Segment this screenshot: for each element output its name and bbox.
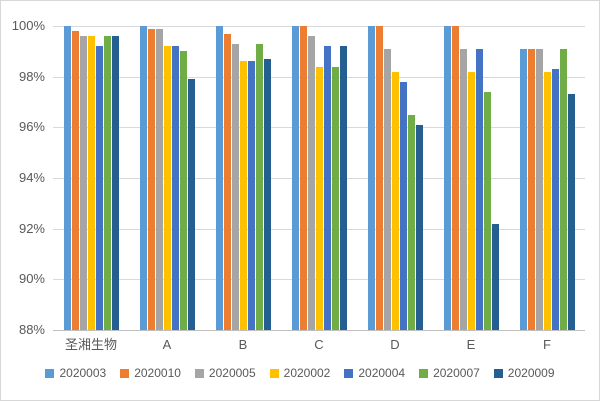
- bar-2020004-D: [399, 81, 407, 330]
- bar-2020007-D: [407, 114, 415, 330]
- x-category-label: 圣湘生物: [64, 337, 117, 352]
- legend-swatch-icon: [344, 368, 354, 378]
- bar-2020004-圣湘生物: [95, 46, 103, 330]
- legend-label: 2020002: [283, 366, 331, 380]
- bar-2020010-E: [451, 26, 459, 330]
- bar-2020010-圣湘生物: [71, 31, 79, 330]
- legend-label: 2020009: [507, 366, 555, 380]
- bar-group-2: [129, 26, 205, 330]
- bar-2020010-A: [147, 28, 155, 330]
- bar-2020005-C: [307, 36, 315, 330]
- bar-2020007-A: [179, 51, 187, 330]
- legend-item-2020009: 2020009: [493, 366, 555, 380]
- y-tick-label: 88%: [18, 322, 45, 337]
- bar-group-5: [357, 26, 433, 330]
- legend-item-2020004: 2020004: [344, 366, 405, 380]
- bar-groups: [53, 26, 585, 330]
- bar-2020003-C: [291, 26, 299, 330]
- bar-2020002-F: [543, 71, 551, 330]
- bar-2020010-C: [299, 26, 307, 330]
- y-tick-label: 98%: [18, 68, 45, 84]
- legend-swatch-icon: [120, 368, 130, 378]
- bar-2020005-F: [535, 48, 543, 330]
- bar-group-3: [205, 26, 281, 330]
- bar-2020009-B: [263, 58, 271, 330]
- bar-2020007-C: [331, 66, 339, 330]
- bar-2020002-A: [163, 46, 171, 330]
- bar-2020005-圣湘生物: [79, 36, 87, 330]
- legend-item-2020003: 2020003: [45, 366, 106, 380]
- bar-2020009-A: [187, 79, 195, 330]
- legend-item-2020002: 2020002: [269, 366, 331, 380]
- legend-item-2020005: 2020005: [194, 366, 256, 380]
- bar-2020003-B: [215, 26, 223, 330]
- y-tick-label: 90%: [18, 271, 45, 287]
- bar-group-4: [281, 26, 357, 330]
- x-category-label: A: [162, 337, 172, 352]
- bar-2020009-F: [567, 94, 575, 330]
- bar-2020003-圣湘生物: [63, 26, 71, 330]
- bar-2020002-E: [467, 71, 475, 330]
- gridline: [53, 26, 585, 27]
- bar-2020009-C: [339, 46, 347, 330]
- bar-2020002-B: [239, 61, 247, 330]
- bar-2020005-A: [155, 28, 163, 330]
- bar-2020007-F: [559, 48, 567, 330]
- bar-2020004-C: [323, 46, 331, 330]
- legend-swatch-icon: [45, 368, 55, 378]
- legend-item-2020010: 2020010: [120, 366, 181, 380]
- legend-swatch-icon: [269, 368, 279, 378]
- bar-2020005-B: [231, 43, 239, 330]
- legend-label: 2020007: [433, 366, 480, 380]
- bar-2020004-A: [171, 46, 179, 330]
- x-category-label: C: [314, 337, 324, 352]
- x-axis-line: [53, 330, 585, 331]
- bar-2020005-D: [383, 48, 391, 330]
- legend: 2020003 2020010 2020005 2020002 2020004 20200…: [1, 366, 599, 380]
- bar-group-1: [53, 26, 129, 330]
- x-category-label: F: [543, 337, 551, 352]
- bar-2020003-A: [139, 26, 147, 330]
- bar-2020003-E: [443, 26, 451, 330]
- legend-swatch-icon: [194, 368, 204, 378]
- x-category-label: E: [466, 337, 476, 352]
- plot-area: [53, 26, 585, 331]
- y-tick-label: 92%: [18, 220, 45, 236]
- bar-group-6: [433, 26, 509, 330]
- bar-2020009-E: [491, 223, 499, 330]
- legend-swatch-icon: [493, 368, 503, 378]
- bar-2020010-F: [527, 48, 535, 330]
- legend-item-2020007: 2020007: [419, 366, 480, 380]
- bar-2020007-E: [483, 91, 491, 330]
- y-tick-label: 94%: [18, 170, 45, 185]
- y-axis: 100% 98% 96% 94% 92% 90% 88%: [1, 1, 47, 361]
- legend-label: 2020005: [208, 366, 256, 380]
- x-category-label: D: [390, 337, 400, 352]
- y-tick-label: 96%: [18, 119, 45, 135]
- bar-2020003-F: [519, 48, 527, 330]
- bar-2020005-E: [459, 48, 467, 330]
- legend-label: 2020004: [358, 366, 406, 380]
- legend-label: 2020003: [59, 366, 107, 380]
- bar-2020010-B: [223, 33, 231, 330]
- bar-2020002-圣湘生物: [87, 36, 95, 330]
- bar-group-7: [509, 26, 585, 330]
- x-axis: 圣湘生物 A B C D E F: [53, 337, 585, 353]
- legend-label: 2020010: [134, 366, 181, 380]
- bar-2020009-D: [415, 124, 423, 330]
- bar-2020004-F: [551, 69, 559, 330]
- bar-2020007-B: [255, 43, 263, 330]
- bar-2020010-D: [375, 26, 383, 330]
- bar-2020003-D: [367, 26, 375, 330]
- x-category-label: B: [238, 337, 248, 352]
- y-tick-label: 100%: [11, 18, 45, 33]
- bar-2020009-圣湘生物: [111, 36, 119, 330]
- bar-2020004-E: [475, 48, 483, 330]
- bar-2020002-C: [315, 66, 323, 330]
- legend-swatch-icon: [419, 368, 429, 378]
- bar-2020002-D: [391, 71, 399, 330]
- bar-2020004-B: [247, 61, 255, 330]
- bar-2020007-圣湘生物: [103, 36, 111, 330]
